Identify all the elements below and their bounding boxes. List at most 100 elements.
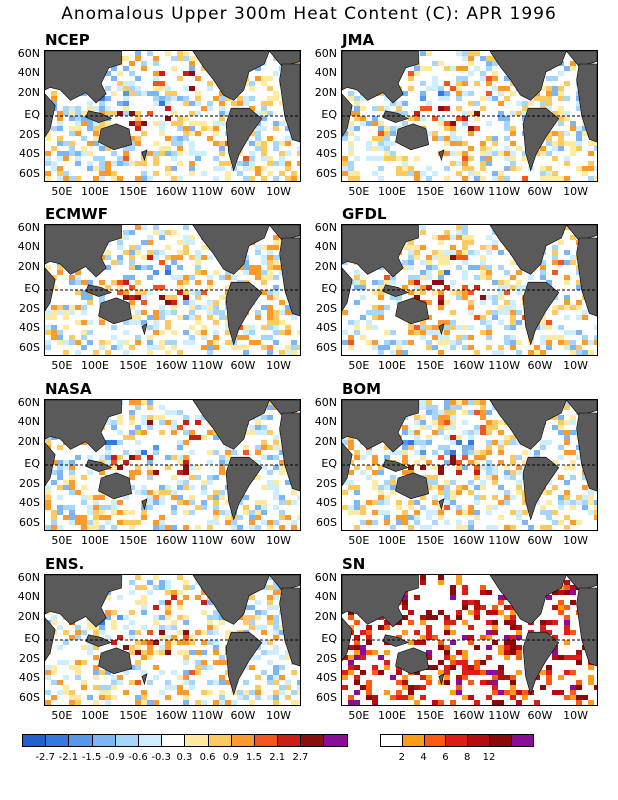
grid-cell: [366, 465, 372, 470]
grid-cell: [474, 176, 480, 181]
grid-cell: [99, 96, 105, 101]
grid-cell: [360, 455, 366, 460]
grid-cell: [444, 485, 450, 490]
grid-cell: [414, 255, 420, 260]
grid-cell: [153, 171, 159, 176]
grid-cell: [57, 335, 63, 340]
grid-cell: [129, 525, 135, 530]
grid-cell: [255, 136, 261, 141]
colorbar-label: 12: [482, 752, 496, 763]
grid-cell: [261, 650, 267, 655]
land-mass: [279, 63, 300, 143]
grid-cell: [267, 640, 273, 645]
grid-cell: [474, 430, 480, 435]
land-mass: [98, 297, 133, 325]
grid-cell: [153, 225, 159, 230]
grid-cell: [354, 325, 360, 330]
grid-cell: [123, 295, 129, 300]
grid-cell: [207, 430, 213, 435]
panel-title: GFDL: [342, 205, 387, 223]
grid-cell: [348, 665, 354, 670]
grid-cell: [165, 136, 171, 141]
grid-cell: [243, 445, 249, 450]
grid-cell: [474, 460, 480, 465]
colorbar-swatch: [424, 734, 447, 747]
grid-cell: [414, 116, 420, 121]
grid-cell: [510, 510, 516, 515]
grid-cell: [372, 171, 378, 176]
grid-cell: [225, 630, 231, 635]
grid-cell: [189, 495, 195, 500]
grid-cell: [249, 81, 255, 86]
grid-cell: [195, 330, 201, 335]
grid-cell: [498, 690, 504, 695]
grid-cell: [546, 76, 552, 81]
grid-cell: [267, 600, 273, 605]
grid-cell: [273, 71, 279, 76]
grid-cell: [171, 340, 177, 345]
grid-cell: [384, 665, 390, 670]
grid-cell: [123, 645, 129, 650]
grid-cell: [141, 320, 147, 325]
grid-cell: [558, 91, 564, 96]
grid-cell: [261, 151, 267, 156]
grid-cell: [540, 275, 546, 280]
grid-cell: [261, 325, 267, 330]
grid-cell: [111, 91, 117, 96]
grid-cell: [129, 475, 135, 480]
grid-cell: [135, 176, 141, 181]
grid-cell: [111, 455, 117, 460]
grid-cell: [486, 655, 492, 660]
grid-cell: [384, 330, 390, 335]
grid-cell: [129, 485, 135, 490]
grid-cell: [498, 645, 504, 650]
grid-cell: [546, 325, 552, 330]
grid-cell: [420, 415, 426, 420]
grid-cell: [570, 255, 576, 260]
grid-cell: [546, 340, 552, 345]
grid-cell: [87, 300, 93, 305]
grid-cell: [492, 96, 498, 101]
grid-cell: [207, 460, 213, 465]
grid-cell: [498, 320, 504, 325]
grid-cell: [432, 280, 438, 285]
grid-cell: [243, 695, 249, 700]
grid-cell: [450, 425, 456, 430]
grid-cell: [201, 640, 207, 645]
grid-cell: [249, 430, 255, 435]
grid-cell: [522, 156, 528, 161]
grid-cell: [414, 176, 420, 181]
grid-cell: [444, 670, 450, 675]
grid-cell: [81, 660, 87, 665]
grid-cell: [552, 260, 558, 265]
grid-cell: [510, 460, 516, 465]
grid-cell: [372, 156, 378, 161]
grid-cell: [279, 465, 285, 470]
grid-cell: [243, 510, 249, 515]
grid-cell: [51, 615, 57, 620]
grid-cell: [129, 680, 135, 685]
grid-cell: [462, 345, 468, 350]
grid-cell: [396, 450, 402, 455]
grid-cell: [348, 340, 354, 345]
grid-cell: [51, 126, 57, 131]
grid-cell: [504, 121, 510, 126]
grid-cell: [498, 280, 504, 285]
grid-cell: [420, 580, 426, 585]
grid-cell: [159, 345, 165, 350]
grid-cell: [486, 335, 492, 340]
grid-cell: [249, 425, 255, 430]
grid-cell: [552, 620, 558, 625]
grid-cell: [594, 340, 597, 345]
grid-cell: [63, 111, 69, 116]
grid-cell: [396, 690, 402, 695]
grid-cell: [510, 615, 516, 620]
grid-cell: [153, 320, 159, 325]
grid-cell: [570, 520, 576, 525]
grid-cell: [366, 450, 372, 455]
grid-cell: [348, 445, 354, 450]
grid-cell: [402, 470, 408, 475]
grid-cell: [408, 255, 414, 260]
grid-cell: [189, 101, 195, 106]
grid-cell: [93, 131, 99, 136]
